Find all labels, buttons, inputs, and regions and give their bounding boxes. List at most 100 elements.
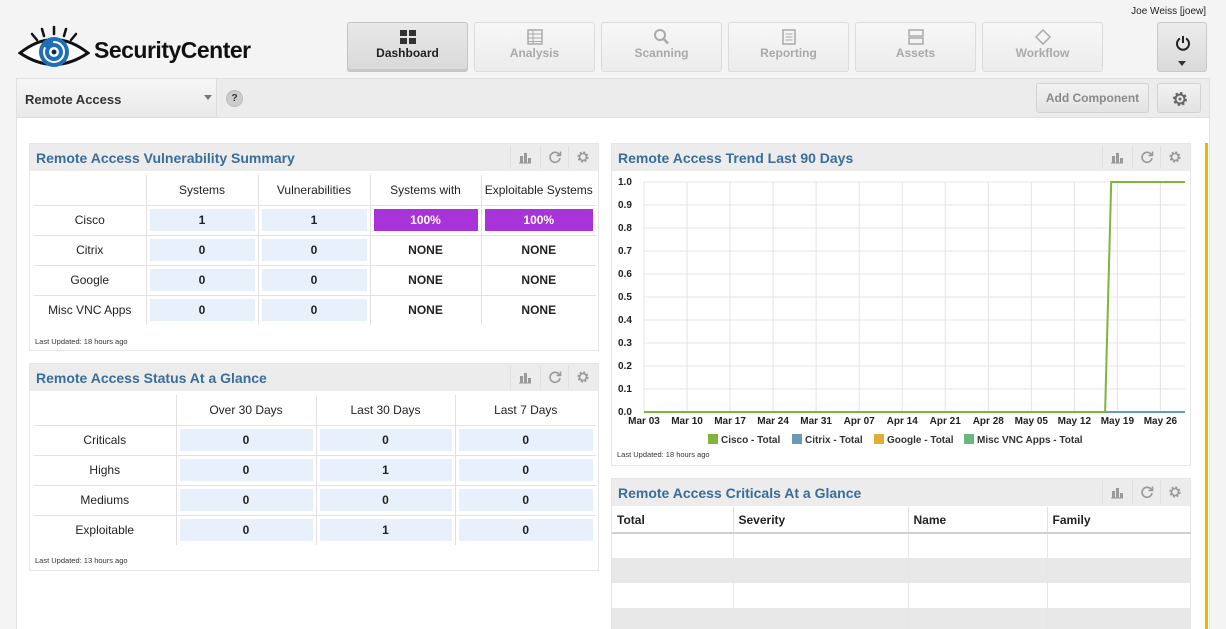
- refresh-button[interactable]: [540, 146, 568, 169]
- help-button[interactable]: ?: [226, 90, 243, 107]
- app-header: Joe Weiss [joew] SecurityCenter Dashboar…: [0, 0, 1226, 78]
- table-header-row: Over 30 Days Last 30 Days Last 7 Days: [34, 395, 596, 425]
- status-glance-table: Over 30 Days Last 30 Days Last 7 Days Cr…: [34, 395, 596, 545]
- panel-settings-button[interactable]: [568, 146, 596, 169]
- panel-title: Remote Access Trend Last 90 Days: [618, 150, 854, 166]
- legend-swatch: [708, 434, 718, 444]
- refresh-icon: [549, 151, 562, 164]
- legend-item[interactable]: Citrix - Total: [792, 434, 863, 446]
- y-tick-label: 1.0: [618, 177, 632, 188]
- user-name[interactable]: Joe Weiss [joew]: [1131, 6, 1206, 17]
- legend-label: Google - Total: [887, 435, 954, 446]
- dashboard-settings-button[interactable]: [1157, 83, 1201, 113]
- app-logo[interactable]: SecurityCenter: [18, 24, 251, 76]
- value-cell[interactable]: 1: [319, 459, 452, 481]
- panel-title: Remote Access Status At a Glance: [36, 370, 267, 386]
- percent-cell[interactable]: 100%: [373, 209, 478, 231]
- column-header-total[interactable]: Total: [612, 507, 733, 534]
- value-cell[interactable]: 0: [261, 269, 367, 291]
- none-cell: NONE: [521, 273, 557, 287]
- value-cell[interactable]: 0: [319, 429, 452, 451]
- x-tick-label: Apr 07: [844, 416, 876, 427]
- row-label: Highs: [34, 454, 176, 485]
- legend-swatch: [964, 434, 974, 444]
- refresh-button[interactable]: [1132, 146, 1160, 169]
- eye-logo-icon: [18, 25, 90, 67]
- nav-dashboard[interactable]: Dashboard: [347, 22, 468, 72]
- row-label: Cisco: [34, 204, 146, 235]
- column-header: Over 30 Days: [175, 395, 316, 425]
- none-cell: NONE: [408, 303, 443, 318]
- panel-settings-button[interactable]: [1160, 146, 1188, 169]
- scrollbar[interactable]: [1205, 143, 1208, 629]
- nav-scanning[interactable]: Scanning: [601, 22, 722, 72]
- value-cell[interactable]: 0: [458, 429, 593, 451]
- panel-settings-button[interactable]: [1160, 481, 1188, 504]
- last-updated-text: Last Updated: 18 hours ago: [35, 337, 128, 346]
- value-cell[interactable]: 1: [261, 209, 367, 231]
- power-menu-button[interactable]: [1157, 22, 1207, 72]
- chevron-down-icon: [1178, 61, 1186, 66]
- legend-swatch: [792, 434, 802, 444]
- row-label-header: [34, 175, 146, 205]
- panel-header: Remote Access Vulnerability Summary: [30, 144, 598, 171]
- legend-swatch: [874, 434, 884, 444]
- legend-item[interactable]: Misc VNC Apps - Total: [964, 434, 1083, 446]
- column-header-severity[interactable]: Severity: [732, 507, 908, 534]
- legend-item[interactable]: Cisco - Total: [708, 434, 780, 446]
- value-cell[interactable]: 0: [458, 519, 593, 542]
- x-tick-label: Mar 17: [714, 416, 746, 427]
- y-tick-label: 0.8: [618, 223, 632, 234]
- value-cell[interactable]: 0: [149, 239, 255, 261]
- chart-view-button[interactable]: [510, 146, 538, 169]
- y-tick-label: 0.6: [618, 269, 632, 280]
- chart-view-button[interactable]: [1102, 481, 1130, 504]
- nav-analysis[interactable]: Analysis: [474, 22, 595, 72]
- add-component-button[interactable]: Add Component: [1036, 83, 1149, 113]
- legend-label: Citrix - Total: [805, 435, 863, 446]
- table-row: Google 0 0 NONE NONE: [34, 264, 596, 295]
- value-cell[interactable]: 0: [458, 489, 593, 511]
- column-header: Systems with: [369, 175, 481, 205]
- nav-workflow[interactable]: Workflow: [982, 22, 1103, 72]
- value-cell[interactable]: 0: [149, 269, 255, 291]
- refresh-button[interactable]: [1132, 481, 1160, 504]
- table-row: Citrix 0 0 NONE NONE: [34, 234, 596, 265]
- panel-settings-button[interactable]: [568, 366, 596, 389]
- value-cell[interactable]: 0: [149, 299, 255, 322]
- assets-icon: [907, 29, 924, 45]
- refresh-icon: [1141, 151, 1154, 164]
- nav-reporting[interactable]: Reporting: [728, 22, 849, 72]
- chart-view-button[interactable]: [1102, 146, 1130, 169]
- legend-item[interactable]: Google - Total: [874, 434, 953, 446]
- value-cell[interactable]: 0: [179, 459, 313, 481]
- column-header-family[interactable]: Family: [1046, 507, 1191, 534]
- value-cell[interactable]: 1: [319, 519, 452, 542]
- column-header: Exploitable Systems: [480, 175, 596, 205]
- chart-view-button[interactable]: [510, 366, 538, 389]
- refresh-button[interactable]: [540, 366, 568, 389]
- value-cell[interactable]: 0: [261, 299, 367, 322]
- legend-label: Misc VNC Apps - Total: [977, 435, 1083, 446]
- table-row: [612, 533, 1191, 558]
- row-label: Citrix: [34, 234, 146, 265]
- row-label: Google: [34, 264, 146, 295]
- value-cell[interactable]: 0: [458, 459, 593, 481]
- value-cell[interactable]: 1: [149, 209, 255, 231]
- table-row: Misc VNC Apps 0 0 NONE NONE: [34, 294, 596, 325]
- table-row: [612, 558, 1191, 583]
- trend-line-chart: 0.0 0.1 0.2 0.3 0.4 0.5 0.6 0.7 0.8 0.9 1.0 Mar 03 M…: [618, 177, 1185, 427]
- table-row: Criticals 0 0 0: [34, 424, 596, 455]
- value-cell[interactable]: 0: [319, 489, 452, 511]
- column-header-name[interactable]: Name: [907, 507, 1047, 534]
- value-cell[interactable]: 0: [179, 429, 313, 451]
- value-cell[interactable]: 0: [179, 489, 313, 511]
- value-cell[interactable]: 0: [261, 239, 367, 261]
- gear-icon: [577, 151, 589, 163]
- dashboard-select[interactable]: Remote Access: [17, 79, 217, 117]
- nav-reporting-label: Reporting: [760, 46, 817, 60]
- nav-assets[interactable]: Assets: [855, 22, 976, 72]
- row-label: Misc VNC Apps: [34, 294, 146, 325]
- value-cell[interactable]: 0: [179, 519, 313, 542]
- percent-cell[interactable]: 100%: [484, 209, 593, 231]
